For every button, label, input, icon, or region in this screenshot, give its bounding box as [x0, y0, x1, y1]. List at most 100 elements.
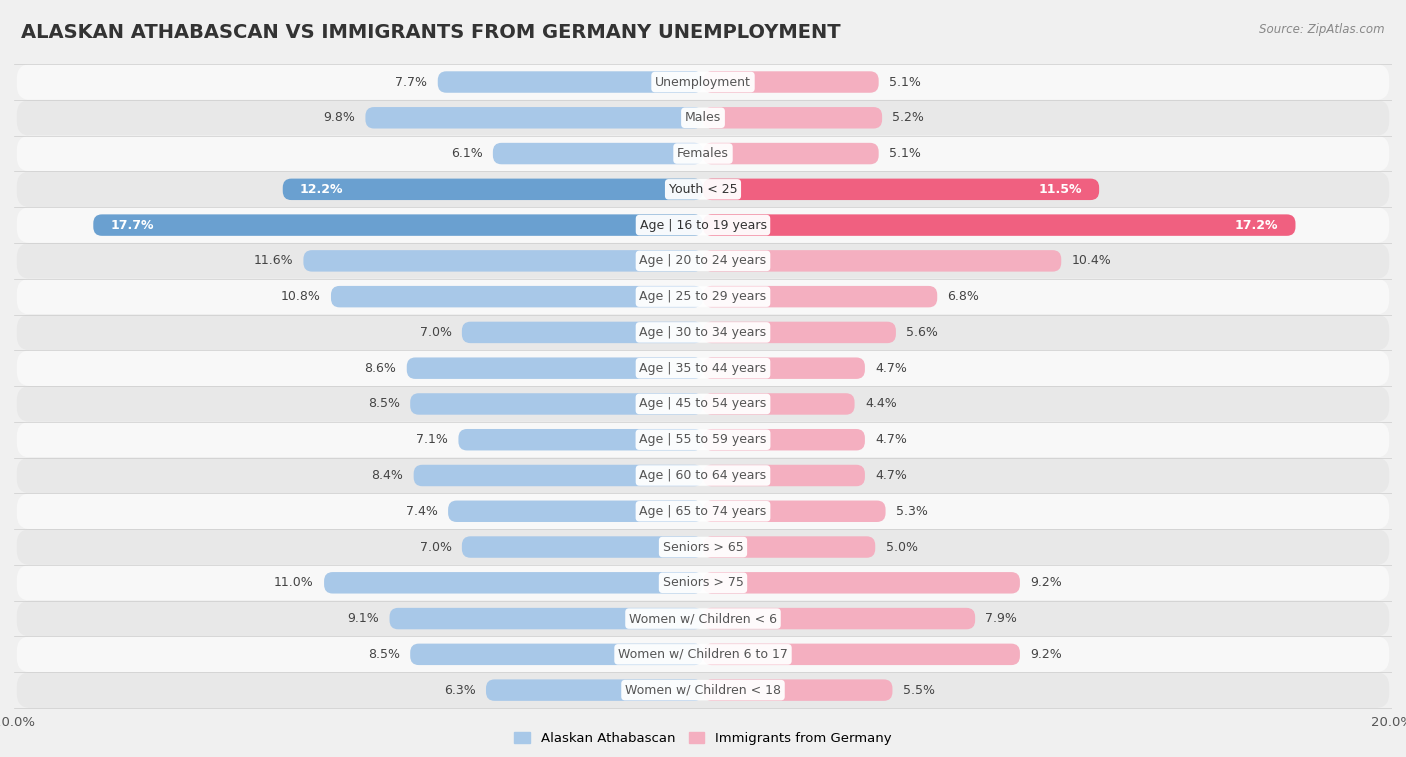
Text: 9.2%: 9.2%	[1031, 576, 1062, 589]
Text: 8.6%: 8.6%	[364, 362, 396, 375]
Text: Age | 60 to 64 years: Age | 60 to 64 years	[640, 469, 766, 482]
FancyBboxPatch shape	[93, 214, 703, 236]
FancyBboxPatch shape	[283, 179, 703, 200]
Text: Age | 55 to 59 years: Age | 55 to 59 years	[640, 433, 766, 446]
FancyBboxPatch shape	[17, 314, 1389, 350]
Text: 4.7%: 4.7%	[875, 362, 907, 375]
FancyBboxPatch shape	[17, 529, 1389, 565]
Text: 5.1%: 5.1%	[889, 147, 921, 160]
Text: 8.5%: 8.5%	[368, 397, 399, 410]
FancyBboxPatch shape	[17, 136, 1389, 171]
Text: 8.4%: 8.4%	[371, 469, 404, 482]
FancyBboxPatch shape	[703, 286, 938, 307]
Text: 9.8%: 9.8%	[323, 111, 356, 124]
FancyBboxPatch shape	[17, 672, 1389, 708]
FancyBboxPatch shape	[703, 143, 879, 164]
FancyBboxPatch shape	[703, 179, 1099, 200]
Text: Males: Males	[685, 111, 721, 124]
FancyBboxPatch shape	[304, 250, 703, 272]
Text: 5.5%: 5.5%	[903, 684, 935, 696]
FancyBboxPatch shape	[17, 422, 1389, 458]
FancyBboxPatch shape	[703, 643, 1019, 665]
Text: 10.4%: 10.4%	[1071, 254, 1111, 267]
FancyBboxPatch shape	[458, 429, 703, 450]
Text: 5.1%: 5.1%	[889, 76, 921, 89]
Text: 12.2%: 12.2%	[299, 183, 343, 196]
FancyBboxPatch shape	[17, 637, 1389, 672]
FancyBboxPatch shape	[703, 608, 976, 629]
FancyBboxPatch shape	[323, 572, 703, 593]
Text: 4.4%: 4.4%	[865, 397, 897, 410]
FancyBboxPatch shape	[486, 679, 703, 701]
Text: 11.6%: 11.6%	[253, 254, 292, 267]
FancyBboxPatch shape	[406, 357, 703, 379]
Text: Age | 16 to 19 years: Age | 16 to 19 years	[640, 219, 766, 232]
FancyBboxPatch shape	[703, 357, 865, 379]
Text: Women w/ Children < 18: Women w/ Children < 18	[626, 684, 780, 696]
Text: ALASKAN ATHABASCAN VS IMMIGRANTS FROM GERMANY UNEMPLOYMENT: ALASKAN ATHABASCAN VS IMMIGRANTS FROM GE…	[21, 23, 841, 42]
Text: 11.0%: 11.0%	[274, 576, 314, 589]
Text: Age | 30 to 34 years: Age | 30 to 34 years	[640, 326, 766, 339]
Text: 5.2%: 5.2%	[893, 111, 924, 124]
Text: 9.1%: 9.1%	[347, 612, 380, 625]
FancyBboxPatch shape	[17, 386, 1389, 422]
FancyBboxPatch shape	[703, 536, 875, 558]
FancyBboxPatch shape	[413, 465, 703, 486]
FancyBboxPatch shape	[17, 350, 1389, 386]
Text: 6.1%: 6.1%	[451, 147, 482, 160]
Text: 7.9%: 7.9%	[986, 612, 1018, 625]
FancyBboxPatch shape	[330, 286, 703, 307]
FancyBboxPatch shape	[17, 64, 1389, 100]
FancyBboxPatch shape	[366, 107, 703, 129]
FancyBboxPatch shape	[449, 500, 703, 522]
FancyBboxPatch shape	[17, 279, 1389, 314]
FancyBboxPatch shape	[461, 322, 703, 343]
Text: Age | 20 to 24 years: Age | 20 to 24 years	[640, 254, 766, 267]
Text: 7.7%: 7.7%	[395, 76, 427, 89]
Text: Unemployment: Unemployment	[655, 76, 751, 89]
FancyBboxPatch shape	[461, 536, 703, 558]
FancyBboxPatch shape	[703, 500, 886, 522]
Text: 4.7%: 4.7%	[875, 433, 907, 446]
Text: Age | 35 to 44 years: Age | 35 to 44 years	[640, 362, 766, 375]
FancyBboxPatch shape	[17, 601, 1389, 637]
FancyBboxPatch shape	[17, 565, 1389, 601]
FancyBboxPatch shape	[411, 643, 703, 665]
Text: 8.5%: 8.5%	[368, 648, 399, 661]
Text: Age | 25 to 29 years: Age | 25 to 29 years	[640, 290, 766, 303]
Text: 7.4%: 7.4%	[406, 505, 437, 518]
Legend: Alaskan Athabascan, Immigrants from Germany: Alaskan Athabascan, Immigrants from Germ…	[509, 727, 897, 750]
Text: Age | 65 to 74 years: Age | 65 to 74 years	[640, 505, 766, 518]
FancyBboxPatch shape	[411, 393, 703, 415]
FancyBboxPatch shape	[703, 250, 1062, 272]
FancyBboxPatch shape	[17, 171, 1389, 207]
Text: 5.6%: 5.6%	[907, 326, 938, 339]
Text: 5.0%: 5.0%	[886, 540, 918, 553]
FancyBboxPatch shape	[437, 71, 703, 93]
FancyBboxPatch shape	[703, 71, 879, 93]
Text: Source: ZipAtlas.com: Source: ZipAtlas.com	[1260, 23, 1385, 36]
FancyBboxPatch shape	[703, 429, 865, 450]
FancyBboxPatch shape	[389, 608, 703, 629]
Text: 7.0%: 7.0%	[419, 326, 451, 339]
FancyBboxPatch shape	[703, 214, 1295, 236]
Text: 6.3%: 6.3%	[444, 684, 475, 696]
Text: 4.7%: 4.7%	[875, 469, 907, 482]
Text: 10.8%: 10.8%	[281, 290, 321, 303]
FancyBboxPatch shape	[17, 207, 1389, 243]
Text: Women w/ Children < 6: Women w/ Children < 6	[628, 612, 778, 625]
FancyBboxPatch shape	[703, 465, 865, 486]
Text: Women w/ Children 6 to 17: Women w/ Children 6 to 17	[619, 648, 787, 661]
Text: Age | 45 to 54 years: Age | 45 to 54 years	[640, 397, 766, 410]
FancyBboxPatch shape	[703, 393, 855, 415]
Text: 9.2%: 9.2%	[1031, 648, 1062, 661]
Text: Youth < 25: Youth < 25	[669, 183, 737, 196]
Text: 5.3%: 5.3%	[896, 505, 928, 518]
Text: Females: Females	[678, 147, 728, 160]
Text: 17.7%: 17.7%	[111, 219, 155, 232]
FancyBboxPatch shape	[17, 100, 1389, 136]
FancyBboxPatch shape	[17, 243, 1389, 279]
FancyBboxPatch shape	[703, 572, 1019, 593]
Text: 7.0%: 7.0%	[419, 540, 451, 553]
FancyBboxPatch shape	[17, 494, 1389, 529]
